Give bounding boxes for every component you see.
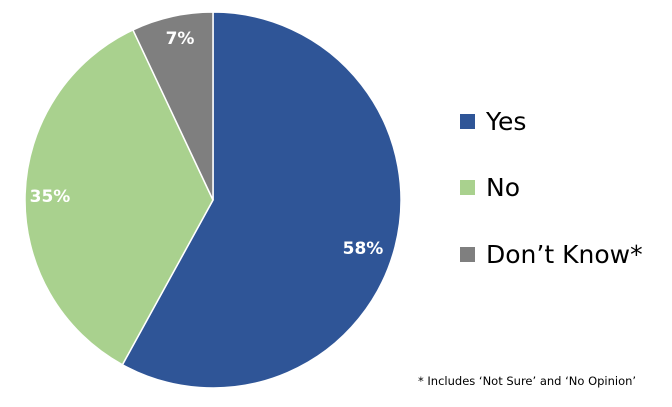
legend-item-yes: Yes — [460, 107, 526, 136]
legend-swatch — [460, 247, 475, 262]
data-label: 35% — [30, 187, 71, 207]
legend-item-no: No — [460, 173, 520, 202]
data-label: 58% — [343, 239, 384, 259]
legend-swatch — [460, 114, 475, 129]
legend-label: Yes — [486, 107, 527, 136]
pie-slice-1 — [24, 28, 214, 366]
legend-label: No — [486, 173, 520, 202]
legend-swatch — [460, 180, 475, 195]
pie-chart: 58% 35% 7% — [24, 11, 402, 389]
data-label: 7% — [166, 29, 195, 49]
footnote: * Includes ‘Not Sure’ and ‘No Opinion’ — [418, 374, 637, 388]
pie-slice-2 — [131, 11, 214, 201]
legend-label: Don’t Know* — [486, 240, 643, 269]
legend-item-dont-know: Don’t Know* — [460, 240, 643, 269]
pie-slice-0 — [121, 11, 402, 389]
